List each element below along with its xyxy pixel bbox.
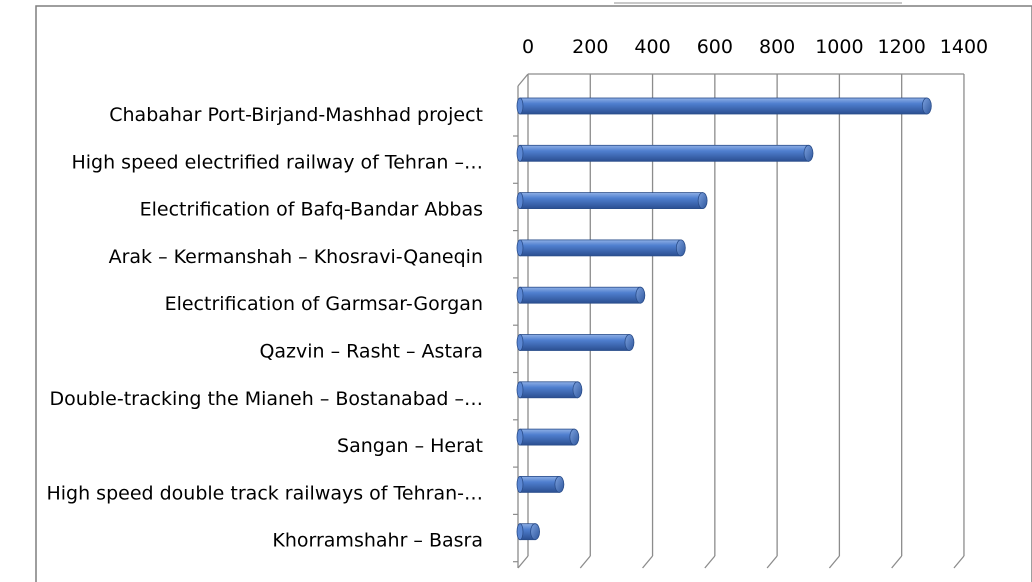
bar-end-cap: [530, 523, 540, 541]
x-tick-label: 1000: [815, 36, 863, 58]
bar-start-cap: [516, 475, 524, 493]
gridline-depth: [828, 555, 840, 569]
chart-frame: [35, 5, 1032, 582]
bar: [519, 239, 682, 257]
bar: [519, 381, 578, 399]
x-tick-label: 200: [572, 36, 608, 58]
bar-start-cap: [516, 144, 524, 162]
category-label: Electrification of Garmsar-Gorgan: [165, 293, 483, 315]
category-label: Qazvin – Rasht – Astara: [259, 341, 483, 363]
bar: [519, 97, 928, 115]
gridline-depth: [517, 555, 529, 569]
bar-end-cap: [697, 192, 708, 210]
category-label: Double-tracking the Mianeh – Bostanabad …: [50, 388, 483, 410]
x-tick-label: 600: [697, 36, 733, 58]
x-tick-label: 400: [634, 36, 670, 58]
category-label: Khorramshahr – Basra: [272, 530, 483, 552]
category-label: Sangan – Herat: [337, 435, 483, 457]
bar-start-cap: [516, 97, 524, 115]
gridline-depth: [579, 555, 591, 569]
bar: [519, 475, 560, 493]
x-tick-label: 1400: [940, 36, 988, 58]
gridline-depth: [953, 555, 965, 569]
category-label: Electrification of Bafq-Bandar Abbas: [140, 199, 483, 221]
bar-end-cap: [554, 475, 565, 493]
bar: [519, 334, 630, 351]
x-tick-label: 0: [522, 36, 534, 58]
bar-start-cap: [516, 381, 524, 399]
bar-start-cap: [516, 334, 524, 351]
bar-end-cap: [635, 286, 646, 304]
bar-start-cap: [516, 192, 524, 210]
gridline-depth: [891, 555, 903, 569]
category-label: High speed double track railways of Tehr…: [46, 482, 483, 504]
bar-end-cap: [572, 381, 583, 399]
bar-start-cap: [516, 428, 524, 446]
x-tick-label: 800: [759, 36, 795, 58]
bar-end-cap: [624, 334, 635, 351]
bar-start-cap: [516, 286, 524, 304]
bar-start-cap: [516, 239, 524, 257]
bar: [519, 144, 809, 162]
axis-depth-edge: [517, 73, 529, 87]
bar: [519, 192, 704, 210]
gridline-depth: [704, 555, 716, 569]
bar: [519, 428, 575, 446]
x-tick-label: 1200: [878, 36, 926, 58]
category-label: High speed electrified railway of Tehran…: [71, 151, 483, 173]
bar: [519, 286, 641, 304]
bar-end-cap: [569, 428, 580, 446]
category-label: Chabahar Port-Birjand-Mashhad project: [109, 104, 483, 126]
bar-start-cap: [516, 523, 524, 541]
gridline-depth: [766, 555, 778, 569]
category-label: Arak – Kermanshah – Khosravi-Qaneqin: [109, 246, 483, 268]
bar-end-cap: [803, 144, 814, 162]
bar-end-cap: [675, 239, 686, 257]
bar-end-cap: [921, 97, 932, 115]
gridline-depth: [642, 555, 654, 569]
